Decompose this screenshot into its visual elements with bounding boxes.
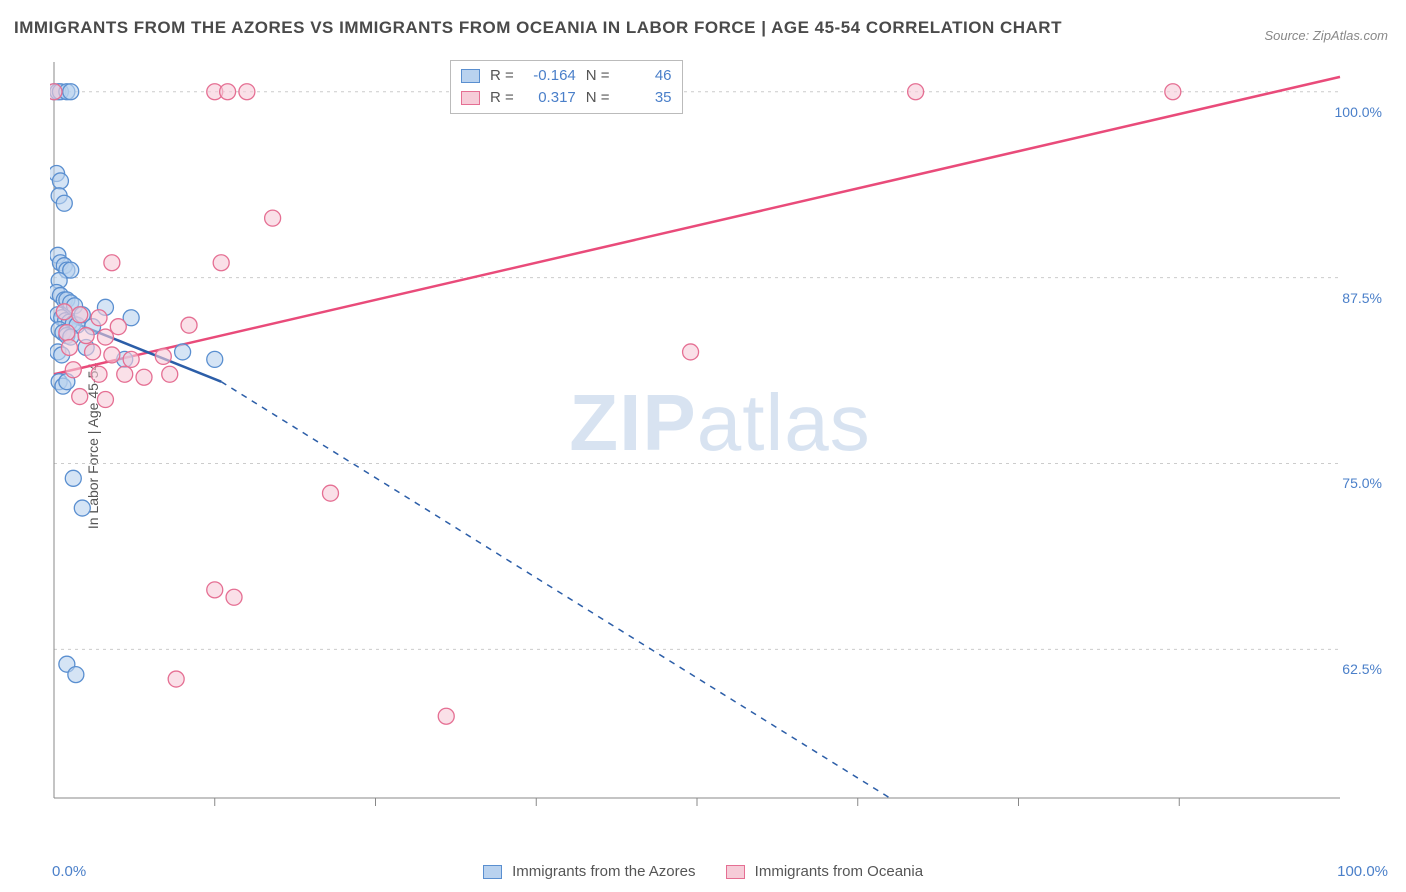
legend-item-s1: Immigrants from the Azores (483, 863, 696, 880)
x-tick-0: 0.0% (52, 863, 86, 880)
watermark: ZIPatlas (569, 377, 870, 469)
legend-label-s1: Immigrants from the Azores (512, 863, 695, 880)
correlation-legend: R =-0.164 N =46 R =0.317 N =35 (450, 60, 683, 114)
legend-label-s2: Immigrants from Oceania (755, 863, 923, 880)
legend-swatch-s1 (483, 865, 502, 879)
x-axis-legend: 0.0% Immigrants from the Azores Immigran… (0, 863, 1406, 880)
swatch-s2 (461, 91, 480, 105)
legend-swatch-s2 (726, 865, 745, 879)
corr-row-s1: R =-0.164 N =46 (461, 65, 672, 87)
source-text: Source: ZipAtlas.com (1264, 28, 1388, 43)
chart-title: IMMIGRANTS FROM THE AZORES VS IMMIGRANTS… (14, 18, 1062, 38)
corr-row-s2: R =0.317 N =35 (461, 87, 672, 109)
legend-item-s2: Immigrants from Oceania (726, 863, 924, 880)
plot-area: ZIPatlas R =-0.164 N =46 R =0.317 N =35 … (50, 58, 1390, 818)
swatch-s1 (461, 69, 480, 83)
x-tick-100: 100.0% (1337, 863, 1388, 880)
